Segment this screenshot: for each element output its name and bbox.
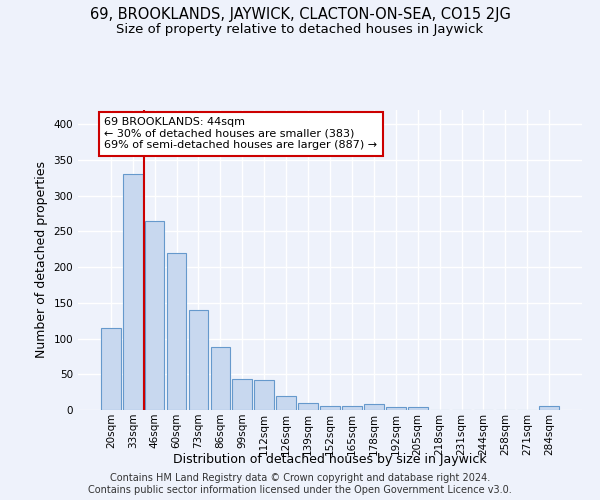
Bar <box>408 407 428 410</box>
Bar <box>320 406 340 410</box>
Bar <box>254 380 274 410</box>
Bar <box>539 406 559 410</box>
Text: Contains HM Land Registry data © Crown copyright and database right 2024.
Contai: Contains HM Land Registry data © Crown c… <box>88 474 512 495</box>
Text: Distribution of detached houses by size in Jaywick: Distribution of detached houses by size … <box>173 452 487 466</box>
Text: Size of property relative to detached houses in Jaywick: Size of property relative to detached ho… <box>116 22 484 36</box>
Text: 69, BROOKLANDS, JAYWICK, CLACTON-ON-SEA, CO15 2JG: 69, BROOKLANDS, JAYWICK, CLACTON-ON-SEA,… <box>89 8 511 22</box>
Bar <box>145 220 164 410</box>
Bar <box>188 310 208 410</box>
Bar <box>211 347 230 410</box>
Bar <box>342 406 362 410</box>
Text: 69 BROOKLANDS: 44sqm
← 30% of detached houses are smaller (383)
69% of semi-deta: 69 BROOKLANDS: 44sqm ← 30% of detached h… <box>104 117 377 150</box>
Bar <box>101 328 121 410</box>
Bar <box>123 174 143 410</box>
Y-axis label: Number of detached properties: Number of detached properties <box>35 162 48 358</box>
Bar <box>386 407 406 410</box>
Bar <box>364 404 384 410</box>
Bar <box>167 253 187 410</box>
Bar <box>232 378 252 410</box>
Bar <box>276 396 296 410</box>
Bar <box>298 403 318 410</box>
